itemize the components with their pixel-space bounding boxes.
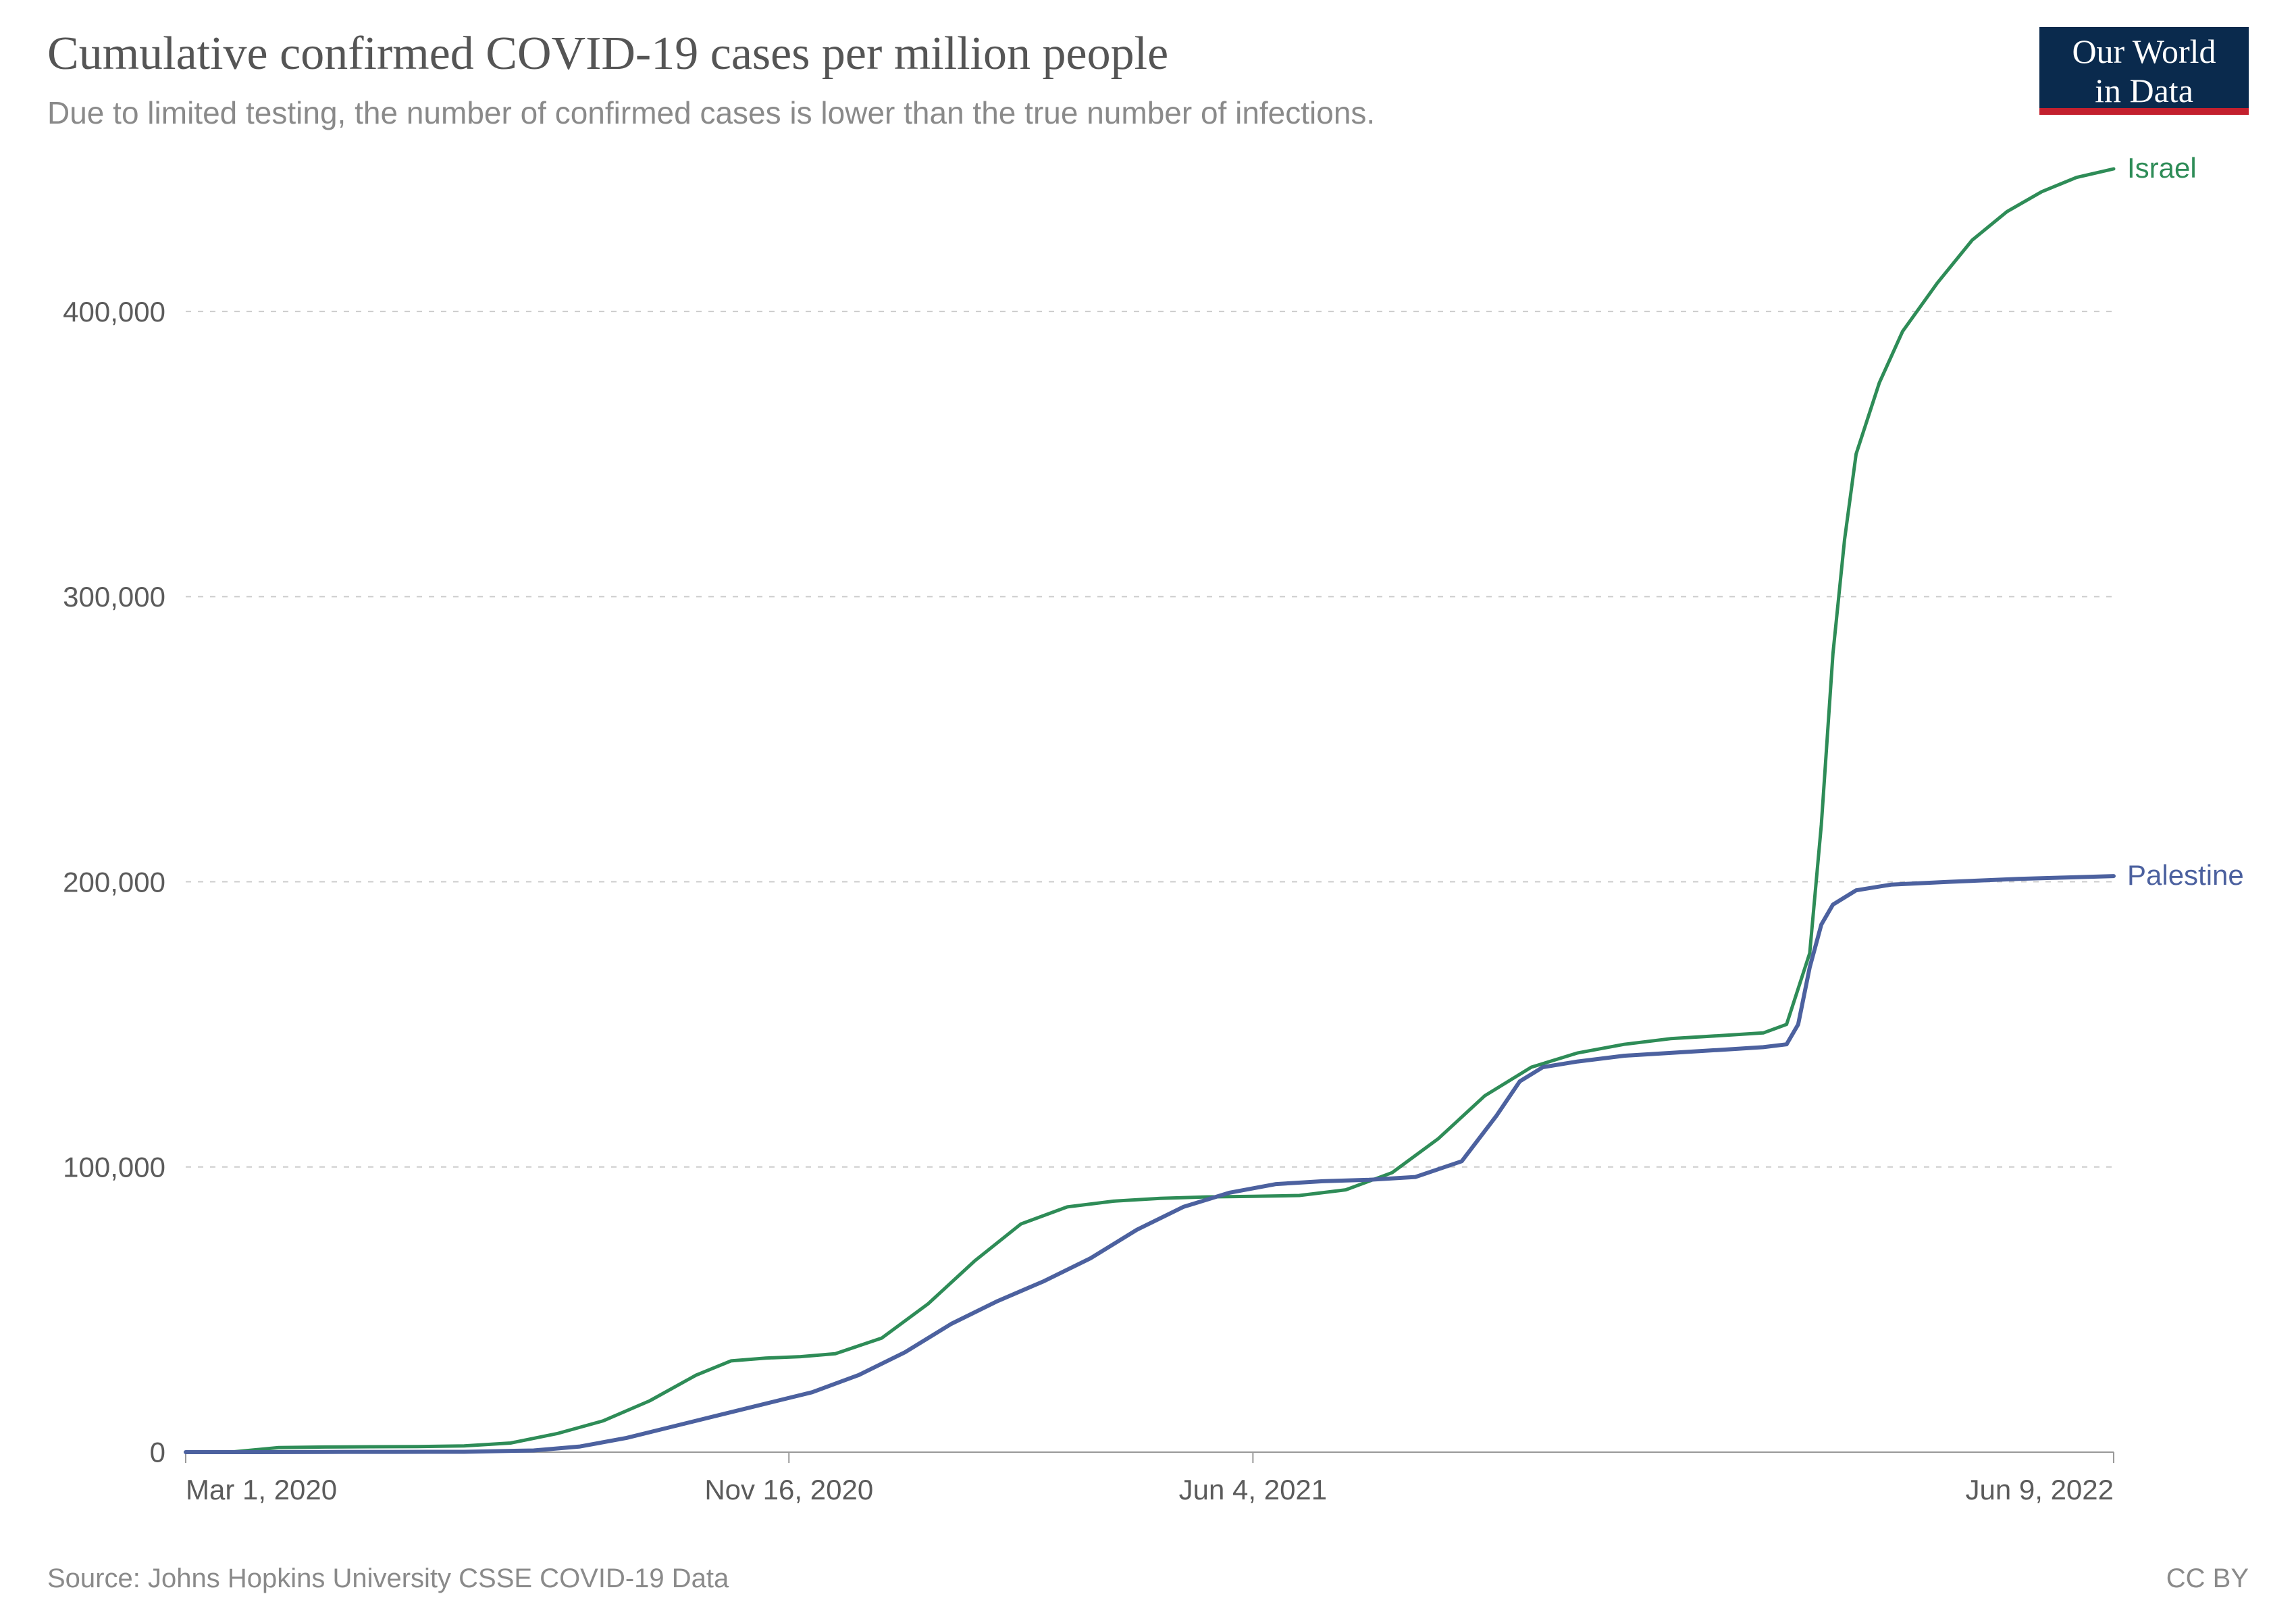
- x-tick-label: Jun 9, 2022: [1965, 1474, 2114, 1506]
- x-tick-label: Mar 1, 2020: [186, 1474, 337, 1506]
- line-chart: 0 100,000 200,000 300,000 400,000 Mar 1, 2020…: [0, 0, 2296, 1621]
- x-tick-label: Nov 16, 2020: [704, 1474, 873, 1506]
- y-tick-label: 0: [150, 1437, 165, 1468]
- license-label: CC BY: [2166, 1564, 2249, 1594]
- series-palestine: [186, 876, 2114, 1452]
- y-tick-label: 300,000: [63, 581, 165, 613]
- y-tick-label: 400,000: [63, 296, 165, 328]
- x-tick-label: Jun 4, 2021: [1179, 1474, 1328, 1506]
- y-tick-label: 200,000: [63, 866, 165, 898]
- series-label-palestine: Palestine: [2127, 859, 2244, 892]
- series-label-israel: Israel: [2127, 152, 2197, 184]
- source-attribution: Source: Johns Hopkins University CSSE CO…: [47, 1564, 729, 1594]
- series-israel: [186, 169, 2114, 1452]
- y-tick-label: 100,000: [63, 1151, 165, 1183]
- page: Cumulative confirmed COVID-19 cases per …: [0, 0, 2296, 1621]
